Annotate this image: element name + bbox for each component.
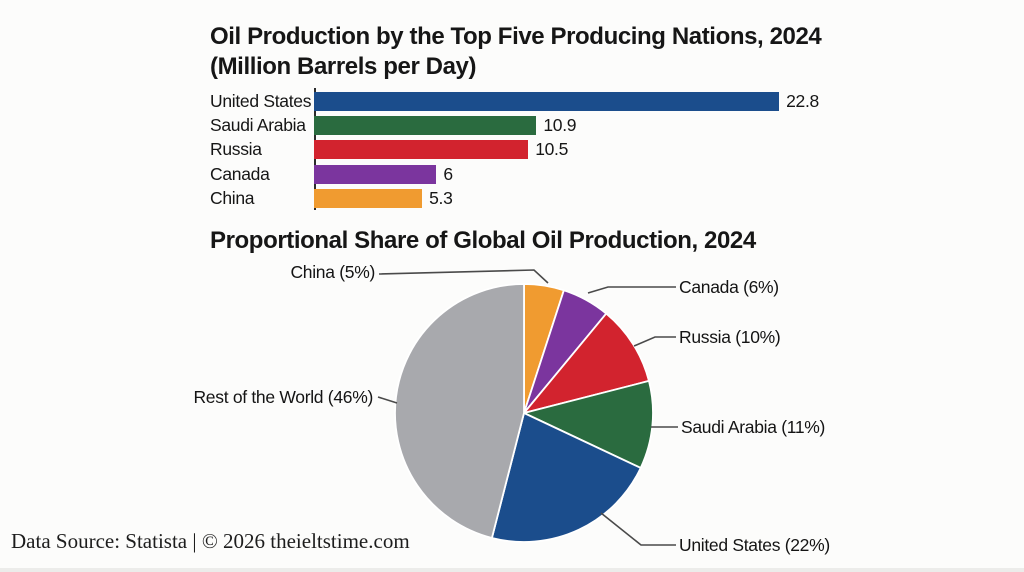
bar-fill	[314, 116, 537, 136]
bar-value-label: 22.8	[786, 90, 819, 111]
pie-label-canada: Canada (6%)	[679, 277, 779, 297]
pie-label-saudi-arabia: Saudi Arabia (11%)	[681, 417, 826, 437]
bar-value-label: 10.5	[535, 139, 569, 160]
bar-category-label: Russia	[210, 139, 262, 160]
bar-chart-title: Oil Production by the Top Five Producing…	[210, 22, 822, 82]
bar-row-canada: Canada 6	[210, 162, 1010, 186]
bar-value-label: 5.3	[429, 188, 453, 209]
bar-chart-title-line2: (Million Barrels per Day)	[210, 53, 477, 80]
bar-track: 6	[314, 163, 1010, 184]
bar-category-label: Canada	[210, 163, 270, 184]
pie-slice-saudi-arabia	[523, 380, 654, 469]
pie-chart-title: Proportional Share of Global Oil Product…	[210, 227, 756, 254]
bar-row-russia: Russia 10.5	[210, 138, 1010, 162]
bar-fill	[314, 164, 437, 184]
bar-track: 5.3	[314, 188, 1010, 209]
bar-row-united-states: United States 22.8	[210, 89, 1010, 113]
bar-value-label: 10.9	[543, 115, 577, 136]
pie-slice-united-states	[491, 412, 642, 543]
bar-fill	[314, 91, 780, 111]
bar-row-saudi-arabia: Saudi Arabia 10.9	[210, 113, 1010, 137]
bar-value-label: 6	[443, 163, 453, 184]
bar-chart-title-line1: Oil Production by the Top Five Producing…	[210, 23, 822, 50]
bar-chart: United States 22.8 Saudi Arabia 10.9 Russia 1…	[210, 89, 1010, 211]
bar-fill	[314, 189, 423, 209]
bar-row-china: China 5.3	[210, 187, 1010, 211]
bar-category-label: Saudi Arabia	[210, 115, 306, 136]
pie-label-china: China (5%)	[290, 262, 375, 282]
bar-category-label: China	[210, 188, 255, 209]
bar-track: 10.9	[314, 115, 1010, 136]
data-source-credit: Data Source: Statista | © 2026 theieltst…	[11, 529, 410, 553]
pie-label-rest-of-world: Rest of the World (46%)	[193, 387, 373, 407]
bar-track: 10.5	[314, 139, 1010, 160]
pie-label-united-states: United States (22%)	[679, 535, 830, 555]
bar-track: 22.8	[314, 90, 1010, 111]
pie-label-russia: Russia (10%)	[679, 327, 781, 347]
pie-chart	[394, 283, 654, 543]
bar-fill	[314, 140, 529, 160]
bar-category-label: United States	[210, 90, 312, 111]
